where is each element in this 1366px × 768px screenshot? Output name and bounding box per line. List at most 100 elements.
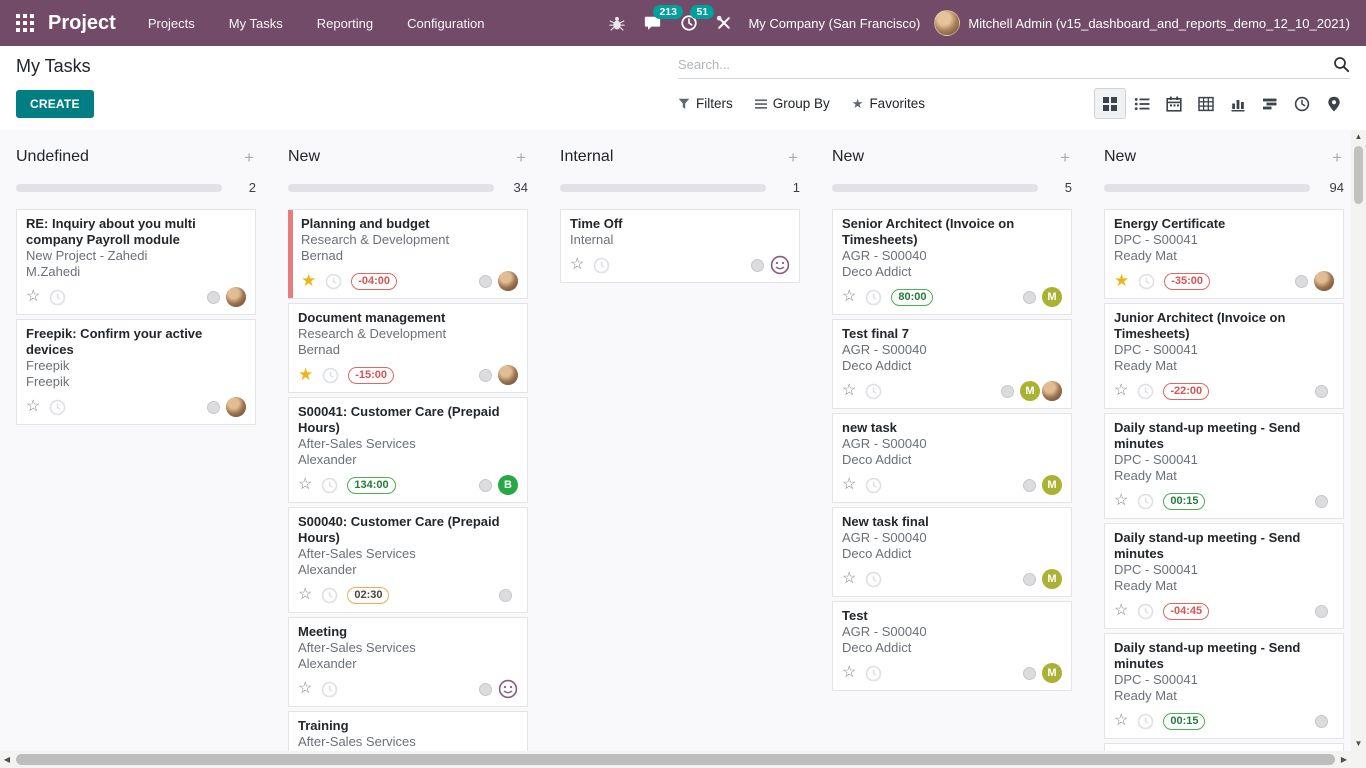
assignee-avatar[interactable] <box>770 255 790 275</box>
assignee-avatar[interactable] <box>498 679 518 699</box>
favorite-star-icon[interactable]: ☆ <box>842 570 857 587</box>
assignee-avatar[interactable]: M <box>1020 381 1040 401</box>
nav-item-projects[interactable]: Projects <box>147 15 195 31</box>
column-add-icon[interactable]: + <box>1332 147 1342 167</box>
column-progress-bar[interactable] <box>288 183 494 192</box>
activity-clock-icon[interactable] <box>1137 713 1154 730</box>
task-card[interactable]: Daily stand-up meeting - Send minutes DP… <box>1104 413 1344 519</box>
search-input[interactable] <box>678 57 1333 72</box>
task-card[interactable]: Time Off Internal ☆ <box>560 209 800 283</box>
view-activity-button[interactable] <box>1286 88 1318 119</box>
task-card[interactable]: S00040: Customer Care (Prepaid Hours) Af… <box>288 507 528 613</box>
vertical-scroll-thumb[interactable] <box>1354 146 1363 204</box>
assignee-avatar[interactable] <box>226 397 246 417</box>
assignee-avatar[interactable]: M <box>1042 287 1062 307</box>
favorite-star-icon[interactable]: ★ <box>1114 271 1130 290</box>
kanban-state-icon[interactable] <box>1315 384 1328 398</box>
kanban-state-icon[interactable] <box>1315 494 1328 508</box>
column-progress-bar[interactable] <box>16 183 222 192</box>
activity-clock-icon[interactable] <box>321 477 338 494</box>
favorite-star-icon[interactable]: ★ <box>298 365 314 384</box>
kanban-state-icon[interactable] <box>751 258 764 272</box>
company-switcher[interactable]: My Company (San Francisco) <box>748 15 921 31</box>
favorite-star-icon[interactable]: ☆ <box>298 680 313 697</box>
column-title[interactable]: Internal <box>560 148 614 165</box>
favorite-star-icon[interactable]: ☆ <box>842 288 857 305</box>
horizontal-scrollbar[interactable]: ◀ ▶ <box>0 751 1351 768</box>
apps-menu-icon[interactable] <box>16 14 34 32</box>
kanban-state-icon[interactable] <box>1023 666 1036 680</box>
nav-item-my-tasks[interactable]: My Tasks <box>228 15 283 31</box>
kanban-state-icon[interactable] <box>499 588 512 602</box>
activity-clock-icon[interactable] <box>865 665 882 682</box>
horizontal-scroll-thumb[interactable] <box>16 754 1335 765</box>
column-title[interactable]: New <box>1104 148 1137 165</box>
favorite-star-icon[interactable]: ☆ <box>842 476 857 493</box>
kanban-state-icon[interactable] <box>207 290 220 304</box>
debug-bug-icon[interactable] <box>607 13 627 33</box>
scroll-up-arrow[interactable]: ▲ <box>1354 132 1363 141</box>
task-card[interactable]: Test AGR - S00040 Deco Addict ☆ M <box>832 601 1072 691</box>
favorite-star-icon[interactable]: ☆ <box>842 382 857 399</box>
task-card[interactable]: S00041: Customer Care (Prepaid Hours) Af… <box>288 397 528 503</box>
nav-item-reporting[interactable]: Reporting <box>316 15 374 31</box>
kanban-state-icon[interactable] <box>1295 274 1308 288</box>
developer-tools-icon[interactable] <box>714 13 734 33</box>
favorite-star-icon[interactable]: ☆ <box>1114 492 1129 509</box>
task-card[interactable]: Document management Research & Developme… <box>288 303 528 393</box>
favorite-star-icon[interactable]: ☆ <box>570 256 585 273</box>
filters-button[interactable]: Filters <box>678 96 733 111</box>
activity-clock-icon[interactable] <box>49 289 66 306</box>
activity-clock-icon[interactable] <box>865 383 882 400</box>
column-progress-bar[interactable] <box>560 183 766 192</box>
view-pivot-button[interactable] <box>1190 88 1222 119</box>
kanban-state-icon[interactable] <box>479 274 492 288</box>
search-icon[interactable] <box>1333 56 1350 73</box>
column-title[interactable]: New <box>288 148 321 165</box>
task-card[interactable]: Daily stand-up meeting - Send minutes DP… <box>1104 633 1344 739</box>
kanban-state-icon[interactable] <box>1023 572 1036 586</box>
activity-clock-icon[interactable] <box>865 289 882 306</box>
activity-clock-icon[interactable] <box>865 571 882 588</box>
kanban-state-icon[interactable] <box>479 682 492 696</box>
assignee-avatar[interactable] <box>226 287 246 307</box>
task-card[interactable]: Meeting After-Sales Services Alexander ☆ <box>288 617 528 707</box>
assignee-avatar[interactable] <box>1314 271 1334 291</box>
column-add-icon[interactable]: + <box>516 147 526 167</box>
kanban-state-icon[interactable] <box>1315 604 1328 618</box>
task-card[interactable]: Senior Architect (Invoice on Timesheets)… <box>832 209 1072 315</box>
create-button[interactable]: CREATE <box>16 89 94 118</box>
favorite-star-icon[interactable]: ☆ <box>298 476 313 493</box>
view-map-button[interactable] <box>1318 88 1350 119</box>
favorite-star-icon[interactable]: ★ <box>301 271 317 290</box>
kanban-state-icon[interactable] <box>479 368 492 382</box>
column-add-icon[interactable]: + <box>244 147 254 167</box>
activity-clock-icon[interactable] <box>865 477 882 494</box>
assignee-avatar[interactable] <box>498 271 518 291</box>
activity-clock-icon[interactable] <box>593 257 610 274</box>
favorite-star-icon[interactable]: ☆ <box>842 664 857 681</box>
assignee-avatar[interactable]: M <box>1042 569 1062 589</box>
search-bar[interactable] <box>678 56 1350 79</box>
column-title[interactable]: Undefined <box>16 148 89 165</box>
column-add-icon[interactable]: + <box>788 147 798 167</box>
assignee-avatar[interactable]: B <box>498 475 518 495</box>
column-add-icon[interactable]: + <box>1060 147 1070 167</box>
favorite-star-icon[interactable]: ☆ <box>1114 602 1129 619</box>
column-title[interactable]: New <box>832 148 865 165</box>
view-calendar-button[interactable] <box>1158 88 1190 119</box>
favorite-star-icon[interactable]: ☆ <box>1114 382 1129 399</box>
activity-clock-icon[interactable] <box>1138 273 1155 290</box>
favorite-star-icon[interactable]: ☆ <box>298 586 313 603</box>
task-card[interactable]: Planning and budget Research & Developme… <box>288 209 528 299</box>
task-card[interactable]: Daily stand-up meeting - Send minutes DP… <box>1104 523 1344 629</box>
kanban-state-icon[interactable] <box>1023 290 1036 304</box>
assignee-avatar[interactable]: M <box>1042 663 1062 683</box>
task-card[interactable]: New task final AGR - S00040 Deco Addict ☆… <box>832 507 1072 597</box>
favorite-star-icon[interactable]: ☆ <box>26 288 41 305</box>
view-kanban-button[interactable] <box>1094 88 1126 119</box>
scroll-down-arrow[interactable]: ▼ <box>1354 739 1363 748</box>
activities-icon[interactable]: 51 <box>678 5 715 34</box>
activity-clock-icon[interactable] <box>1137 493 1154 510</box>
messages-icon[interactable]: 213 <box>641 5 683 34</box>
